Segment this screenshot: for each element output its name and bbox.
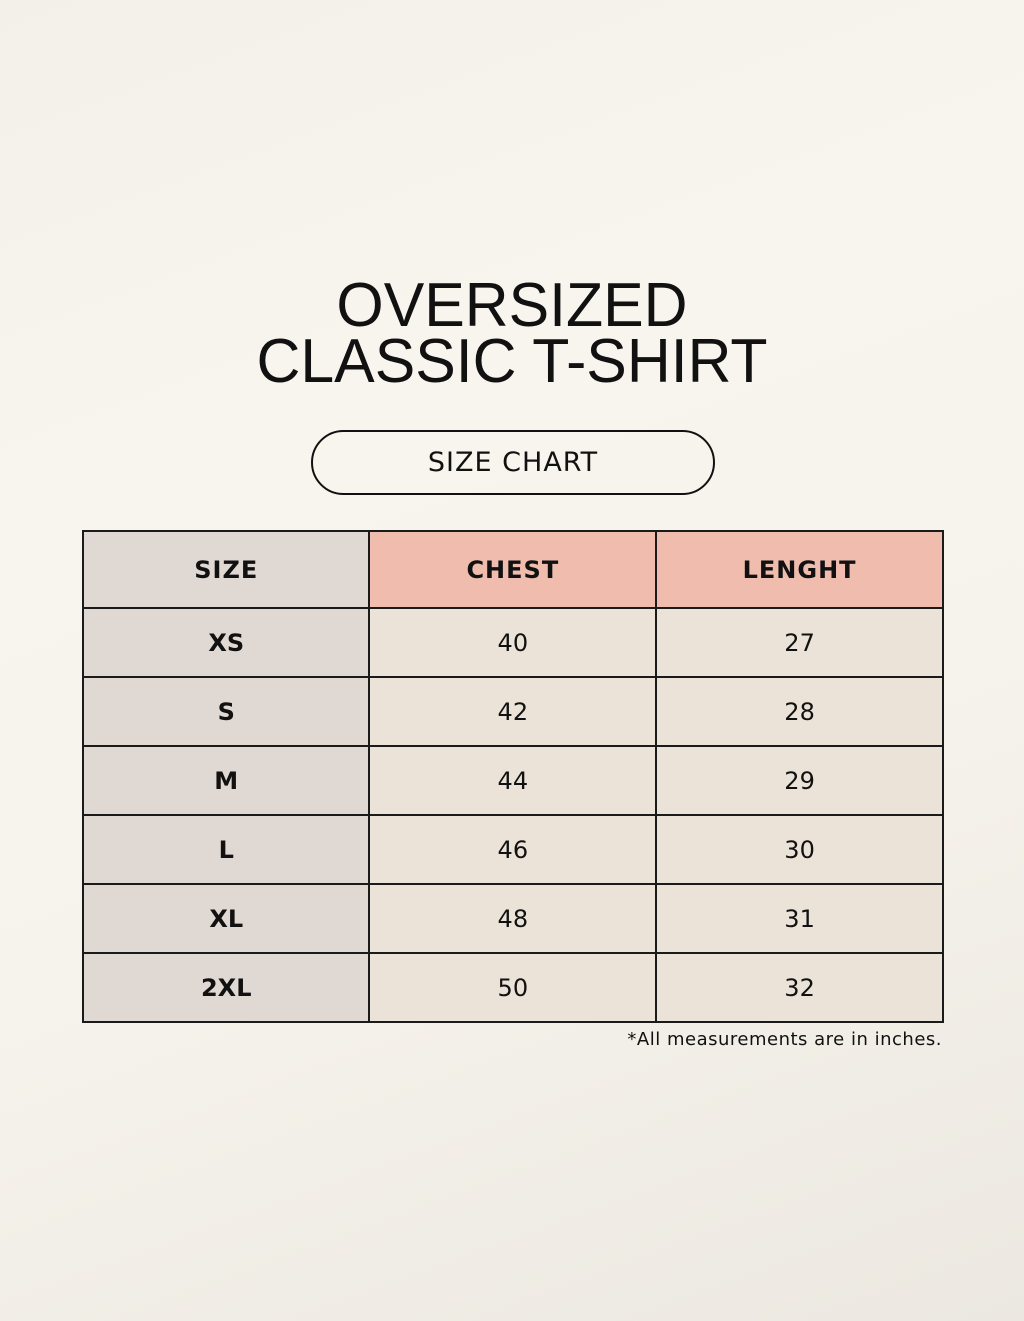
size-chart-label: SIZE CHART bbox=[311, 430, 715, 495]
title-line-1: OVERSIZED bbox=[336, 271, 688, 340]
cell-length: 29 bbox=[655, 745, 944, 816]
cell-length: 32 bbox=[655, 952, 944, 1023]
size-table: SIZE CHEST LENGHT XS 40 27 S 42 28 M 44 29 L 46 30 X… bbox=[81, 530, 944, 1023]
cell-chest: 48 bbox=[368, 883, 658, 954]
measurement-note: *All measurements are in inches. bbox=[627, 1029, 942, 1050]
cell-size: XS bbox=[81, 607, 371, 678]
cell-chest: 40 bbox=[368, 607, 658, 678]
cell-length: 30 bbox=[655, 814, 944, 885]
header-chest: CHEST bbox=[368, 530, 658, 609]
cell-size: S bbox=[81, 676, 371, 747]
cell-size: M bbox=[81, 745, 371, 816]
cell-chest: 44 bbox=[368, 745, 658, 816]
cell-length: 31 bbox=[655, 883, 944, 954]
cell-size: 2XL bbox=[81, 952, 371, 1023]
table-row: M 44 29 bbox=[81, 745, 944, 816]
cell-length: 27 bbox=[655, 607, 944, 678]
table-header-row: SIZE CHEST LENGHT bbox=[81, 530, 944, 609]
header-size: SIZE bbox=[81, 530, 371, 609]
table-row: 2XL 50 32 bbox=[81, 952, 944, 1023]
table-row: XS 40 27 bbox=[81, 607, 944, 678]
cell-size: XL bbox=[81, 883, 371, 954]
cell-chest: 42 bbox=[368, 676, 658, 747]
header-length: LENGHT bbox=[655, 530, 944, 609]
cell-chest: 46 bbox=[368, 814, 658, 885]
cell-chest: 50 bbox=[368, 952, 658, 1023]
cell-size: L bbox=[81, 814, 371, 885]
table-row: XL 48 31 bbox=[81, 883, 944, 954]
page-title: OVERSIZED CLASSIC T-SHIRT bbox=[10, 271, 1014, 396]
cell-length: 28 bbox=[655, 676, 944, 747]
table-row: S 42 28 bbox=[81, 676, 944, 747]
title-line-2: CLASSIC T-SHIRT bbox=[256, 327, 768, 396]
table-row: L 46 30 bbox=[81, 814, 944, 885]
